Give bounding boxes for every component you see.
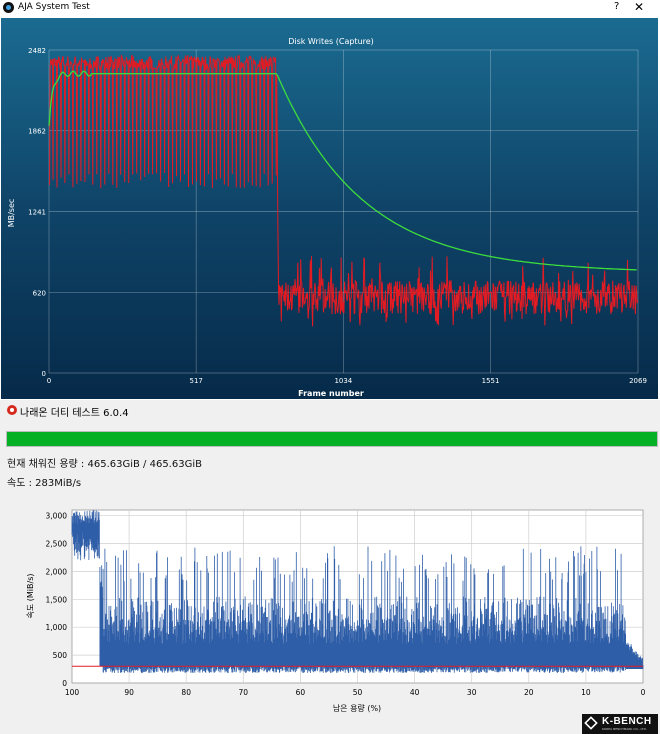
x-tick-label: 50 (353, 688, 363, 697)
x-tick-label: 10 (581, 688, 591, 697)
x-tick-label: 1551 (482, 377, 500, 385)
y-tick-label: 3,000 (46, 512, 68, 521)
disk-writes-chart: Disk Writes (Capture) 0 620 1241 1862 2482 0… (1, 18, 658, 399)
window-title: 나래온 더티 테스트 6.0.4 (20, 408, 129, 419)
y-tick-label: 1,500 (46, 595, 68, 604)
y-tick-label: 1,000 (46, 623, 68, 632)
x-tick-label: 80 (181, 688, 191, 697)
y-tick-label: 620 (33, 289, 46, 297)
x-tick-label: 0 (641, 688, 646, 697)
kbench-logo: K-BENCH KOREA BENCHMARK CO., LTD. (582, 714, 658, 734)
aja-window: AJA System Test ? ✕ Disk Writes (Capture… (0, 0, 660, 400)
fill-progress-bar (6, 431, 658, 447)
y-tick-label: 1241 (28, 209, 46, 217)
y-axis-label: 속도 (MiB/s) (26, 574, 35, 619)
speed-label: 속도 : 283MiB/s (7, 478, 82, 489)
y-tick-label: 500 (53, 651, 68, 660)
aja-app-icon (3, 2, 14, 13)
y-tick-label: 0 (42, 370, 46, 378)
capacity-label: 현재 채워진 용량 : 465.63GiB / 465.63GiB (7, 459, 202, 470)
x-tick-label: 0 (47, 377, 51, 385)
y-tick-label: 0 (62, 679, 67, 688)
kbench-logo-icon (584, 716, 598, 730)
x-tick-label: 60 (296, 688, 306, 697)
logo-subtext: KOREA BENCHMARK CO., LTD. (602, 727, 647, 731)
x-tick-label: 100 (65, 688, 80, 697)
x-tick-label: 1034 (334, 377, 352, 385)
average-speed-series (48, 70, 637, 271)
x-tick-label: 40 (410, 688, 420, 697)
logo-text: K-BENCH (602, 716, 652, 727)
x-axis-label: 남은 용량 (%) (333, 703, 381, 713)
close-button[interactable]: ✕ (634, 0, 645, 14)
x-tick-label: 70 (239, 688, 249, 697)
x-axis-label: Frame number (298, 389, 364, 398)
speed-series (71, 510, 644, 673)
x-tick-label: 20 (524, 688, 534, 697)
naraeon-app-icon (7, 405, 17, 415)
chart-background (1, 18, 658, 399)
help-button[interactable]: ? (614, 1, 620, 12)
chart-title: Disk Writes (Capture) (288, 37, 374, 46)
x-tick-label: 30 (467, 688, 477, 697)
write-speed-series (49, 54, 639, 327)
x-tick-label: 90 (124, 688, 134, 697)
window-title: AJA System Test (18, 2, 90, 12)
y-tick-label: 2482 (28, 47, 46, 55)
y-tick-label: 2,500 (46, 539, 68, 548)
y-tick-label: 2,000 (46, 567, 68, 576)
x-tick-label: 517 (189, 377, 202, 385)
title-bar: AJA System Test ? ✕ (0, 0, 660, 17)
y-tick-label: 1862 (28, 128, 46, 136)
x-tick-label: 2069 (629, 377, 647, 385)
y-axis-label: MB/sec (7, 199, 16, 228)
naraeon-window: 나래온 더티 테스트 6.0.4 현재 채워진 용량 : 465.63GiB /… (0, 400, 660, 734)
